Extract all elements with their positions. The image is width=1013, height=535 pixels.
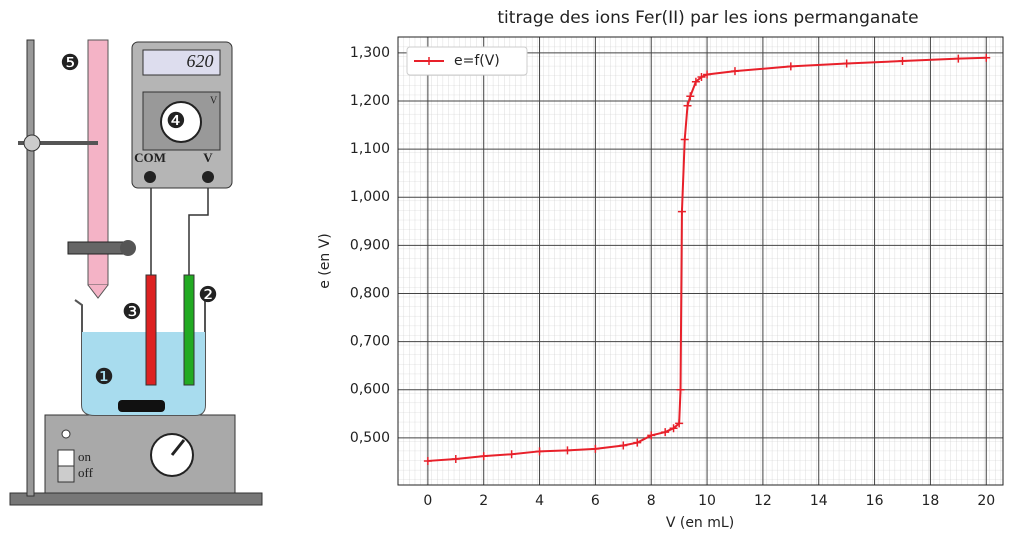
y-tick-label: 1,100 — [350, 141, 390, 157]
x-tick-label: 4 — [535, 493, 544, 509]
display: 620 — [187, 51, 214, 71]
x-tick-label: 18 — [921, 493, 939, 509]
y-tick-label: 0,700 — [350, 334, 390, 350]
apparatus: 620 V COM V on off ❶ ❷ ❸ ❹ ❺ — [10, 40, 262, 505]
chart-title: titrage des ions Fer(II) par les ions pe… — [497, 8, 918, 28]
y-tick-label: 1,200 — [350, 93, 390, 109]
x-tick-label: 2 — [479, 493, 488, 509]
y-tick-label: 0,800 — [350, 285, 390, 301]
x-tick-label: 16 — [866, 493, 884, 509]
y-tick-label: 0,500 — [350, 430, 390, 446]
y-tick-label: 0,900 — [350, 237, 390, 253]
switch-label: on — [78, 449, 92, 464]
terminal-label: V — [203, 150, 213, 165]
x-axis-label: V (en mL) — [666, 515, 734, 531]
x-tick-label: 10 — [698, 493, 716, 509]
dial-unit: V — [210, 95, 218, 106]
legend-label: e=f(V) — [454, 53, 500, 69]
y-tick-label: 1,300 — [350, 45, 390, 61]
x-tick-label: 12 — [754, 493, 772, 509]
y-tick-label: 1,000 — [350, 189, 390, 205]
y-axis-label: e (en V) — [317, 233, 333, 289]
x-tick-label: 20 — [977, 493, 995, 509]
marker: ❶ — [94, 365, 114, 390]
y-tick-label: 0,600 — [350, 382, 390, 398]
x-tick-label: 8 — [647, 493, 656, 509]
page: 620 V COM V on off ❶ ❷ ❸ ❹ ❺ titrage des… — [0, 0, 1013, 535]
x-tick-label: 0 — [423, 493, 432, 509]
marker: ❹ — [166, 109, 186, 134]
x-tick-label: 6 — [591, 493, 600, 509]
terminal-label: COM — [134, 150, 166, 165]
minor-grid — [398, 37, 1003, 485]
marker: ❷ — [198, 283, 218, 308]
switch-label: off — [78, 465, 94, 480]
marker: ❸ — [122, 300, 142, 325]
x-tick-label: 14 — [810, 493, 828, 509]
marker: ❺ — [60, 51, 80, 76]
